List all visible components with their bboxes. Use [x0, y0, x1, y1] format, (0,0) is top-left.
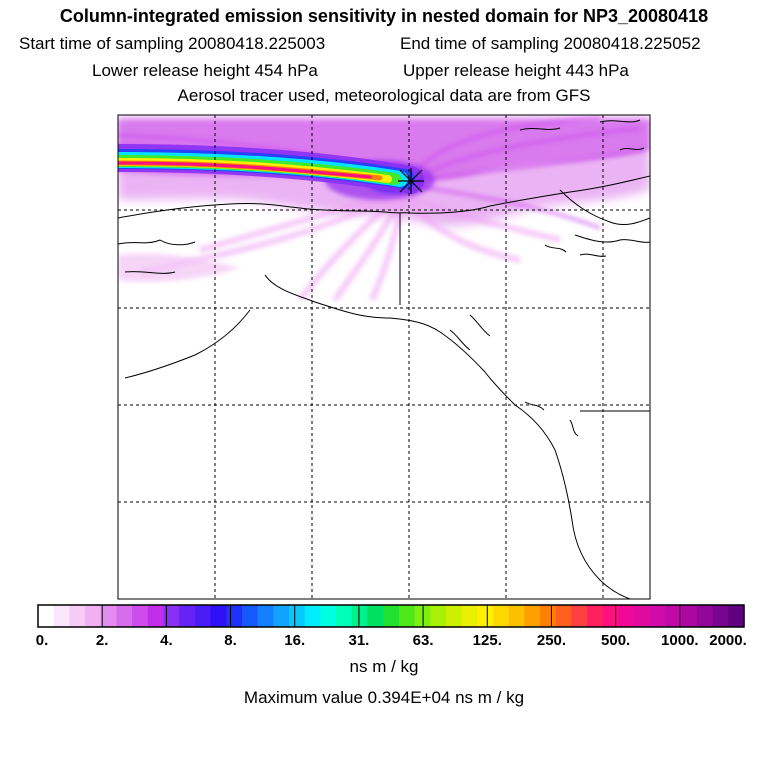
colorbar-cell [461, 605, 478, 627]
colorbar-tick-label: 31. [348, 632, 370, 649]
colorbar-tick-label: 2. [95, 632, 109, 649]
colorbar-cell [524, 605, 541, 627]
colorbar-cell [289, 605, 306, 627]
colorbar-dividers [101, 605, 681, 627]
colorbar-cell [351, 605, 369, 627]
colorbar [37, 604, 745, 628]
colorbar-cell [508, 605, 525, 627]
colorbar-cell [257, 605, 274, 627]
colorbar-cell [194, 605, 212, 627]
arctic-islands [559, 189, 650, 225]
colorbar-cell [273, 605, 290, 627]
colorbar-cell [587, 605, 604, 627]
western-haze [118, 253, 240, 282]
colorbar-cell [53, 605, 70, 627]
colorbar-cell [618, 605, 635, 627]
colorbar-cell [179, 605, 196, 627]
colorbar-cell [571, 605, 588, 627]
colorbar-cell [241, 605, 259, 627]
alaska-north-coast [118, 202, 411, 219]
colorbar-cell [492, 605, 510, 627]
colorbar-cell [398, 605, 416, 627]
colorbar-cell [132, 605, 149, 627]
colorbar-cell [665, 605, 682, 627]
colorbar-tick-label: 125. [472, 632, 502, 649]
upper-release-height: Upper release height 443 hPa [403, 61, 629, 80]
start-time: Start time of sampling 20080418.225003 [19, 34, 326, 53]
colorbar-frame [37, 604, 745, 628]
colorbar-cell [210, 605, 227, 627]
hudson-coast [574, 234, 650, 243]
colorbar-tick-label: 8. [224, 632, 237, 649]
colorbar-cell [712, 605, 729, 627]
colorbar-tick-label: 250. [536, 632, 567, 649]
release-point-star [398, 168, 424, 194]
colorbar-cell [602, 605, 620, 627]
colorbar-cell [226, 605, 243, 627]
graticule [118, 115, 650, 599]
colorbar-cell [367, 605, 384, 627]
colorbar-cell [634, 605, 651, 627]
colorbar-tick-label: 2000. [709, 632, 747, 649]
us-west-coast [514, 404, 631, 599]
colorbar-cell [555, 605, 573, 627]
colorbar-cell [649, 605, 667, 627]
colorbar-cell [147, 605, 165, 627]
plot-title: Column-integrated emission sensitivity i… [59, 6, 709, 26]
colorbar-cell [85, 605, 102, 627]
colorbar-tick-label: 500. [601, 632, 631, 649]
colorbar-cell [696, 605, 714, 627]
colorbar-cell [445, 605, 463, 627]
colorbar-cell [383, 605, 400, 627]
colorbar-cell [540, 605, 557, 627]
colorbar-cell [304, 605, 321, 627]
colorbar-cell [681, 605, 698, 627]
colorbar-cell [477, 605, 494, 627]
colorbar-cells [38, 605, 745, 627]
colorbar-cell [100, 605, 118, 627]
colorbar-tick-label: 0. [35, 632, 49, 649]
colorbar-tick-label: 4. [160, 632, 173, 649]
bristol-coast [124, 271, 176, 274]
end-time: End time of sampling 20080418.225052 [400, 34, 701, 53]
coastlines [118, 175, 650, 599]
alaska-peninsula [124, 309, 251, 379]
rainbow-band [118, 144, 424, 194]
canada-north-coast [409, 175, 650, 214]
colorbar-tick-label: 16. [284, 632, 306, 649]
colorbar-units: ns m / kg [349, 657, 419, 676]
colorbar-cell [116, 605, 133, 627]
seward-coast [118, 239, 196, 246]
colorbar-cell [336, 605, 353, 627]
colorbar-tick-label: 1000. [661, 632, 699, 649]
colorbar-cell [320, 605, 337, 627]
lower-release-height: Lower release height 454 hPa [92, 61, 318, 80]
colorbar-cell [430, 605, 447, 627]
colorbar-cell [69, 605, 86, 627]
colorbar-cell [38, 605, 55, 627]
gulf-alaska-coast [264, 274, 441, 333]
map-frame [117, 114, 651, 600]
sensitivity-field [118, 115, 650, 302]
tracer-note: Aerosol tracer used, meteorological data… [177, 86, 591, 105]
colorbar-cell [163, 605, 180, 627]
maximum-value: Maximum value 0.394E+04 ns m / kg [243, 688, 525, 707]
colorbar-tick-label: 63. [412, 632, 434, 649]
bc-coast [439, 331, 516, 406]
colorbar-cell [728, 605, 745, 627]
sensitivity-map [117, 114, 651, 600]
